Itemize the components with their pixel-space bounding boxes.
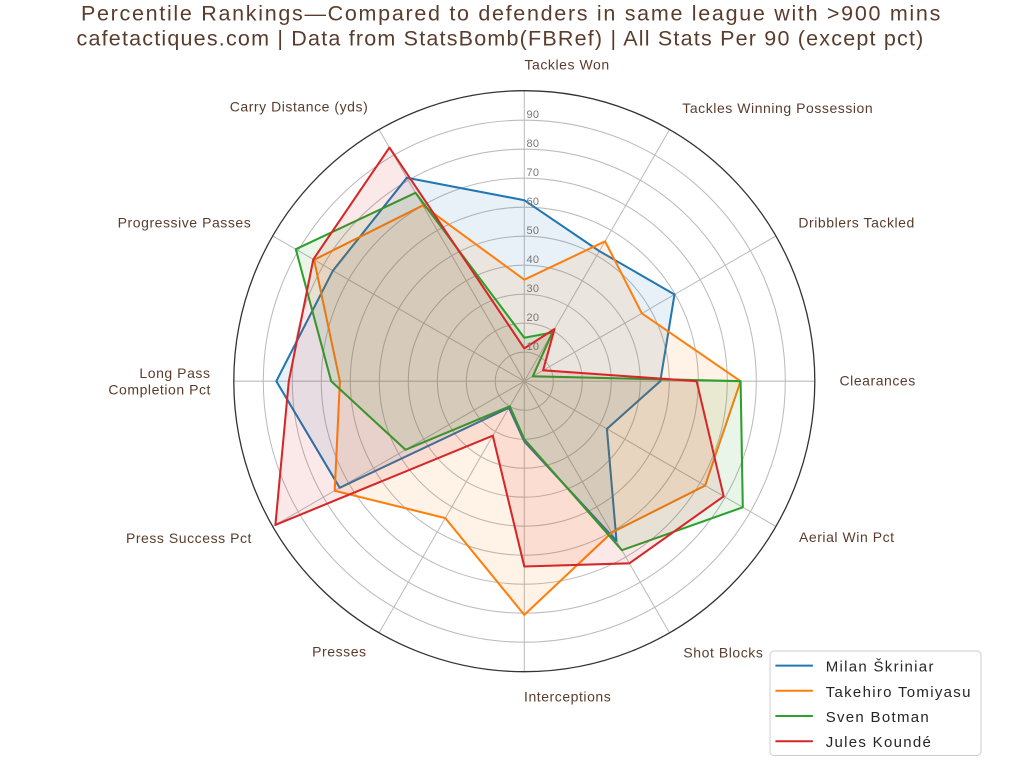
svg-text:Aerial Win Pct: Aerial Win Pct: [799, 529, 895, 545]
svg-text:90: 90: [527, 109, 540, 121]
svg-text:Milan Škriniar: Milan Škriniar: [826, 659, 935, 676]
svg-text:Jules Koundé: Jules Koundé: [826, 734, 933, 751]
svg-text:60: 60: [527, 196, 540, 208]
svg-text:Takehiro Tomiyasu: Takehiro Tomiyasu: [826, 684, 972, 701]
svg-text:30: 30: [527, 283, 540, 295]
svg-text:Long Pass: Long Pass: [139, 365, 210, 381]
svg-text:70: 70: [527, 167, 540, 179]
svg-text:cafetactiques.com | Data from: cafetactiques.com | Data from StatsBomb(…: [77, 27, 925, 51]
svg-text:Carry Distance (yds): Carry Distance (yds): [230, 99, 369, 115]
svg-text:Sven Botman: Sven Botman: [826, 709, 930, 726]
svg-text:Tackles Winning Possession: Tackles Winning Possession: [682, 100, 873, 116]
svg-text:Clearances: Clearances: [840, 372, 916, 388]
svg-text:Progressive Passes: Progressive Passes: [118, 215, 252, 231]
svg-text:80: 80: [527, 138, 540, 150]
svg-text:Interceptions: Interceptions: [524, 689, 611, 705]
svg-text:10: 10: [527, 341, 540, 353]
svg-text:Shot Blocks: Shot Blocks: [683, 645, 763, 661]
svg-text:Tackles Won: Tackles Won: [525, 57, 610, 73]
svg-text:20: 20: [527, 312, 540, 324]
svg-text:Dribblers Tackled: Dribblers Tackled: [798, 215, 914, 231]
svg-text:Press Success Pct: Press Success Pct: [126, 530, 252, 546]
svg-text:Presses: Presses: [312, 644, 366, 660]
svg-text:40: 40: [527, 254, 540, 266]
svg-text:Completion Pct: Completion Pct: [108, 382, 211, 398]
svg-text:Percentile Rankings—Compared t: Percentile Rankings—Compared to defender…: [81, 2, 942, 26]
svg-text:50: 50: [527, 225, 540, 237]
